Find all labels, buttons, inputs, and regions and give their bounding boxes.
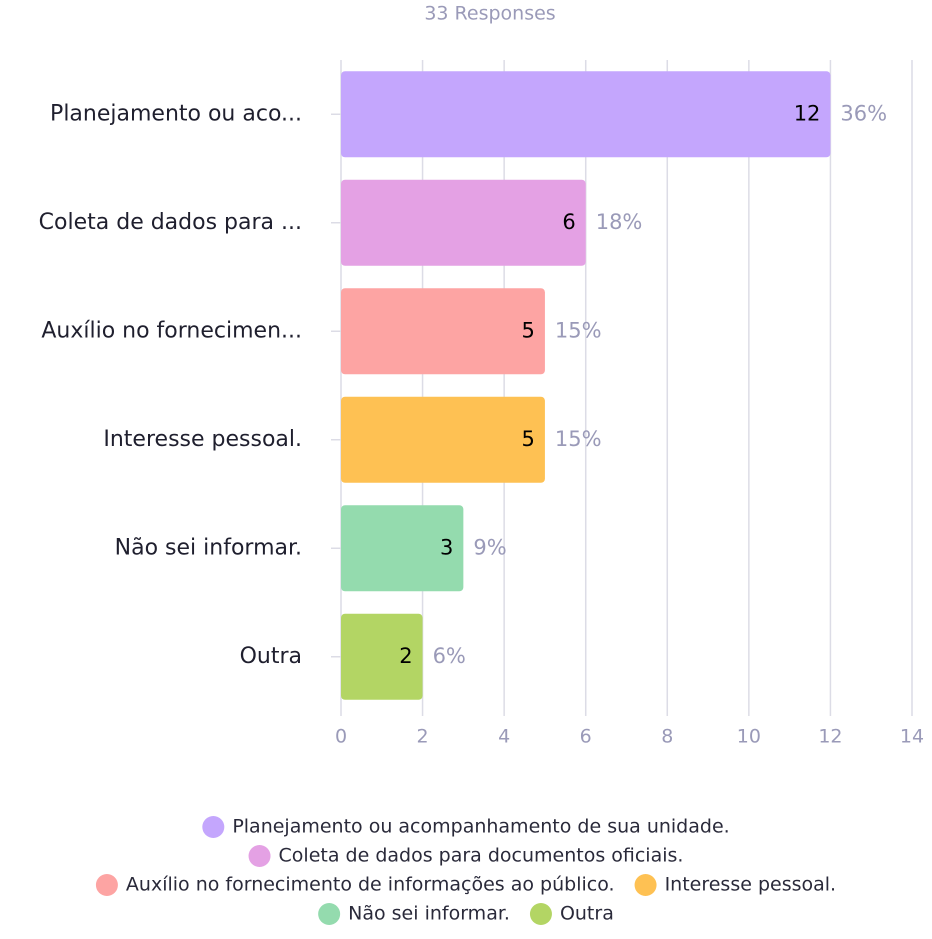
legend-marker — [529, 903, 552, 925]
value-label: 5 — [522, 427, 535, 451]
legend-label: Outra — [560, 903, 614, 925]
legend-marker — [248, 845, 271, 867]
bar — [341, 179, 586, 266]
x-tick-label: 2 — [417, 726, 429, 748]
x-tick-label: 6 — [580, 726, 592, 748]
legend-marker — [634, 874, 657, 896]
legend-label: Coleta de dados para documentos oficiais… — [279, 845, 684, 867]
legend-label: Interesse pessoal. — [665, 874, 837, 896]
x-tick-label: 0 — [335, 726, 347, 748]
value-label: 12 — [794, 101, 821, 125]
percent-label: 15% — [555, 427, 602, 451]
bar — [341, 396, 545, 483]
bar — [341, 505, 464, 592]
bar — [341, 71, 831, 158]
bar — [341, 288, 545, 375]
legend-marker — [95, 874, 118, 896]
bar — [341, 613, 423, 700]
legend-label: Planejamento ou acompanhamento de sua un… — [232, 816, 729, 838]
x-tick-label: 10 — [737, 726, 761, 748]
percent-label: 9% — [473, 535, 506, 559]
legend-marker — [202, 816, 225, 838]
percent-label: 36% — [840, 101, 887, 125]
subtitle: 33 Responses — [424, 3, 555, 25]
category-label: Coleta de dados para ... — [39, 210, 302, 235]
legend-marker — [318, 903, 341, 925]
category-label: Auxílio no fornecimen... — [41, 318, 302, 343]
category-label: Interesse pessoal. — [103, 427, 302, 452]
percent-label: 18% — [596, 210, 643, 234]
value-label: 2 — [399, 644, 412, 668]
legend-label: Não sei informar. — [348, 903, 510, 925]
category-label: Outra — [240, 644, 302, 669]
value-label: 3 — [440, 535, 453, 559]
category-label: Não sei informar. — [115, 535, 302, 560]
x-tick-label: 4 — [498, 726, 510, 748]
x-tick-label: 14 — [900, 726, 924, 748]
value-label: 5 — [522, 318, 535, 342]
value-label: 6 — [562, 210, 575, 234]
legend-label: Auxílio no fornecimento de informações a… — [126, 874, 615, 896]
percent-label: 15% — [555, 318, 602, 342]
x-tick-label: 8 — [661, 726, 673, 748]
x-tick-label: 12 — [818, 726, 842, 748]
category-label: Planejamento ou aco... — [50, 101, 302, 126]
percent-label: 6% — [433, 644, 466, 668]
